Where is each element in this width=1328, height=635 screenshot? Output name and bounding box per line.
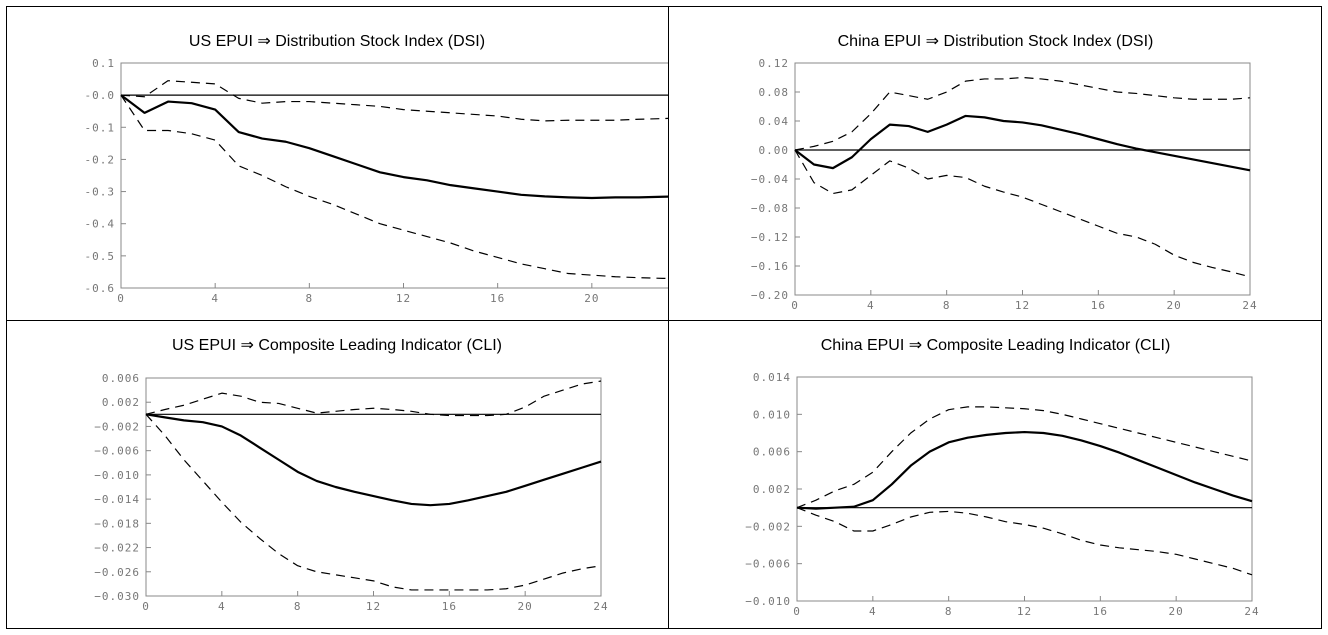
- y-tick-label: 0.12: [759, 57, 790, 70]
- y-tick-label: 0.006: [102, 372, 140, 385]
- x-tick-label: 8: [306, 292, 314, 305]
- confidence-band-line: [120, 80, 668, 122]
- y-tick-label: −0.12: [751, 231, 789, 244]
- plot-frame: [145, 377, 602, 597]
- panel-china-dsi: China EPUI ⇒ Distribution Stock Index (D…: [669, 6, 1322, 320]
- x-tick-label: 4: [867, 299, 875, 312]
- chart-title: China EPUI ⇒ Distribution Stock Index (D…: [837, 33, 1154, 50]
- x-tick-label: 16: [1091, 299, 1106, 312]
- plot-frame: [796, 376, 1253, 602]
- y-tick-label: −0.002: [94, 420, 140, 433]
- y-tick-label: -0.4: [85, 218, 116, 231]
- impulse-response-line: [794, 114, 1251, 172]
- x-tick-label: 8: [943, 299, 951, 312]
- x-tick-label: 0: [793, 605, 801, 618]
- y-tick-label: 0.00: [759, 144, 790, 157]
- x-tick-label: 24: [1242, 299, 1257, 312]
- y-tick-label: −0.002: [745, 520, 791, 533]
- y-tick-label: 0.04: [759, 115, 790, 128]
- x-tick-label: 20: [584, 292, 599, 305]
- x-tick-label: 16: [442, 600, 457, 613]
- y-tick-label: −0.030: [94, 590, 140, 603]
- chart-china-dsi: 0.12 0.08 0.04 0.00 −0.04 −0.08 −0.12 −0.16 −0.2…: [751, 57, 1257, 312]
- x-tick-label: 0: [117, 292, 125, 305]
- x-tick-label: 20: [518, 600, 533, 613]
- impulse-response-line: [120, 94, 668, 200]
- horizontal-divider: [6, 320, 1322, 321]
- x-tick-label: 12: [1017, 605, 1032, 618]
- x-tick-label: 12: [1015, 299, 1030, 312]
- confidence-band-line: [145, 413, 602, 591]
- x-tick-label: 20: [1167, 299, 1182, 312]
- x-tick-label: 0: [791, 299, 799, 312]
- y-tick-label: -0.5: [85, 250, 116, 263]
- chart-title: US EPUI ⇒ Distribution Stock Index (DSI): [188, 33, 486, 50]
- y-tick-label: −0.08: [751, 202, 789, 215]
- impulse-response-line: [796, 430, 1253, 510]
- confidence-band-line: [794, 76, 1251, 151]
- y-tick-label: 0.002: [753, 483, 791, 496]
- y-tick-label: -0.3: [85, 186, 116, 199]
- y-tick-label: −0.04: [751, 173, 789, 186]
- panel-us-dsi: US EPUI ⇒ Distribution Stock Index (DSI)…: [6, 6, 668, 320]
- x-tick-label: 24: [593, 600, 608, 613]
- impulse-response-line: [145, 413, 602, 507]
- panel-china-cli: China EPUI ⇒ Composite Leading Indicator…: [669, 321, 1322, 629]
- x-tick-label: 20: [1169, 605, 1184, 618]
- y-tick-label: -0.0: [85, 89, 116, 102]
- y-tick-label: −0.006: [745, 558, 791, 571]
- confidence-band-line: [145, 380, 602, 417]
- y-tick-label: -0.2: [85, 153, 116, 166]
- y-tick-label: 0.010: [753, 408, 791, 421]
- x-tick-label: 8: [294, 600, 302, 613]
- y-tick-label: 0.014: [753, 371, 791, 384]
- chart-title: China EPUI ⇒ Composite Leading Indicator…: [820, 337, 1171, 354]
- confidence-band-line: [794, 149, 1251, 278]
- confidence-band-line: [796, 507, 1253, 576]
- chart-us-dsi: 0.1 -0.0 -0.1 -0.2 -0.3 -0.4 -0.5 -0.60 4 8 12 16 20…: [85, 57, 668, 305]
- y-tick-label: −0.026: [94, 566, 140, 579]
- x-tick-label: 4: [211, 292, 219, 305]
- x-tick-label: 8: [945, 605, 953, 618]
- x-tick-label: 12: [396, 292, 411, 305]
- chart-us-cli: 0.006 0.002 −0.002 −0.006 −0.010 −0.014 −0.018…: [94, 372, 608, 613]
- y-tick-label: −0.16: [751, 260, 789, 273]
- confidence-band-line: [796, 406, 1253, 509]
- y-tick-label: 0.1: [92, 57, 115, 70]
- y-tick-label: -0.1: [85, 121, 116, 134]
- x-tick-label: 4: [218, 600, 226, 613]
- vertical-divider: [668, 6, 669, 629]
- confidence-band-line: [120, 94, 668, 279]
- figure-frame: [6, 6, 1322, 629]
- y-tick-label: −0.006: [94, 445, 140, 458]
- y-tick-label: -0.6: [85, 282, 116, 295]
- y-tick-label: −0.014: [94, 493, 140, 506]
- x-tick-label: 16: [1093, 605, 1108, 618]
- y-tick-label: 0.006: [753, 446, 791, 459]
- x-tick-label: 16: [490, 292, 505, 305]
- y-tick-label: −0.018: [94, 517, 140, 530]
- x-tick-label: 0: [142, 600, 150, 613]
- chart-title: US EPUI ⇒ Composite Leading Indicator (C…: [172, 337, 502, 354]
- y-tick-label: −0.010: [745, 595, 791, 608]
- x-tick-label: 12: [366, 600, 381, 613]
- y-tick-label: −0.20: [751, 289, 789, 302]
- y-tick-label: −0.010: [94, 469, 140, 482]
- panel-us-cli: US EPUI ⇒ Composite Leading Indicator (C…: [6, 321, 668, 629]
- y-tick-label: 0.002: [102, 396, 140, 409]
- x-tick-label: 24: [1244, 605, 1259, 618]
- y-tick-label: 0.08: [759, 86, 790, 99]
- x-tick-label: 4: [869, 605, 877, 618]
- y-tick-label: −0.022: [94, 542, 140, 555]
